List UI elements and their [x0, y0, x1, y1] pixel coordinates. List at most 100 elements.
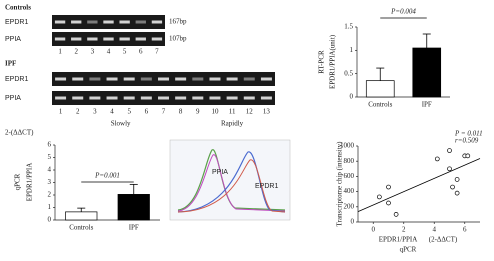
- lane-number: 6: [145, 108, 149, 116]
- gel-band: [226, 96, 238, 100]
- gel-band: [87, 20, 98, 24]
- lane-number: 7: [155, 48, 159, 56]
- x-tick-label: IPF: [129, 224, 139, 232]
- point: [450, 184, 455, 190]
- x-tick-label: Controls: [69, 224, 93, 232]
- melt-label: PPIA: [212, 169, 228, 176]
- lane-number: 13: [263, 108, 271, 116]
- lane-group: Rapidly: [221, 120, 244, 128]
- gel-row-label: PPIA: [5, 36, 21, 43]
- point: [447, 166, 452, 172]
- gel-band: [158, 96, 169, 100]
- gel-row-label: EPDR1: [5, 76, 28, 83]
- y-tick-label: 0: [48, 216, 52, 224]
- y-axis-label: RT-PCR: [318, 50, 326, 74]
- y-tick-label: 1000: [340, 142, 355, 150]
- p-value: P=0.001: [94, 172, 120, 180]
- gel-band: [135, 37, 146, 41]
- y-tick-label: 2: [48, 191, 52, 199]
- y-tick-label: 1: [48, 203, 52, 211]
- p-value: P=0.004: [390, 8, 416, 16]
- bar: [365, 80, 395, 98]
- bar: [65, 211, 98, 221]
- y-tick-label: 400: [344, 187, 355, 195]
- gel-band: [55, 77, 67, 81]
- y-axis-label: EPDR1/PPIA: [26, 163, 34, 202]
- lane-number: 12: [246, 108, 254, 116]
- x-tick-label: 0: [372, 226, 376, 234]
- y-tick-label: 1.5: [344, 23, 353, 31]
- annotation: r=0.509: [455, 137, 479, 145]
- y-tick-label: 5: [48, 153, 52, 161]
- gel-row-label: EPDR1: [5, 19, 28, 26]
- lane-number: 5: [123, 48, 127, 56]
- chart-title: 2-(ΔΔCT): [5, 129, 34, 137]
- y-tick-label: 1: [350, 46, 354, 54]
- y-tick-label: 0: [351, 218, 355, 226]
- lane-number: 6: [139, 48, 143, 56]
- point: [454, 190, 460, 196]
- band-size: 107bp: [169, 35, 187, 43]
- y-tick-label: 4: [48, 166, 52, 174]
- bar: [412, 47, 442, 98]
- gel-band: [123, 96, 135, 100]
- y-axis-label: qPCR: [14, 173, 22, 190]
- gel-band: [103, 20, 114, 24]
- gel-band: [54, 20, 66, 24]
- melt-frame: [169, 139, 291, 221]
- gel-band: [89, 96, 101, 100]
- x-tick-label: IPF: [422, 101, 432, 109]
- gel-band: [260, 96, 272, 100]
- gel-row-label: PPIA: [5, 95, 21, 102]
- point: [447, 148, 452, 153]
- point: [377, 194, 382, 200]
- y-axis-label: Transcriptome chip (intensity): [336, 141, 344, 227]
- gel-band: [209, 96, 221, 100]
- lane-group: Slowly: [111, 120, 131, 128]
- trendline: [357, 158, 481, 212]
- lane-number: 3: [91, 48, 95, 56]
- gel-band: [72, 77, 84, 81]
- gel-band: [135, 20, 146, 24]
- gel-band: [260, 77, 272, 81]
- x-axis-label: (2-ΔΔCT): [429, 236, 458, 244]
- point: [454, 177, 460, 182]
- gel-band: [226, 77, 238, 81]
- gel-band: [140, 96, 152, 100]
- point: [434, 156, 440, 162]
- lane-number: 9: [196, 108, 200, 116]
- melt-curve: [177, 154, 286, 212]
- gel-band: [243, 77, 255, 81]
- point: [393, 212, 399, 217]
- lane-number: 2: [76, 108, 80, 116]
- lane-number: 5: [127, 108, 131, 116]
- lane-number: 2: [74, 48, 78, 56]
- gel-title: IPF: [5, 60, 16, 68]
- gel-band: [103, 37, 114, 41]
- gel-band: [72, 96, 84, 100]
- x-tick-label: 4: [433, 226, 437, 234]
- lane-number: 1: [59, 108, 63, 116]
- gel-band: [158, 77, 169, 81]
- x-tick-label: Controls: [368, 101, 392, 109]
- y-tick-label: 3: [48, 178, 52, 186]
- y-tick-label: 0.5: [344, 69, 353, 77]
- y-tick-label: 6: [48, 141, 52, 149]
- lane-number: 1: [58, 48, 62, 56]
- gel-band: [106, 96, 118, 100]
- lane-number: 8: [179, 108, 183, 116]
- gel-band: [192, 96, 204, 100]
- lane-number: 4: [107, 48, 111, 56]
- lane-number: 7: [162, 108, 166, 116]
- lane-number: 4: [110, 108, 114, 116]
- lane-number: 10: [211, 108, 219, 116]
- gel-band: [119, 20, 130, 24]
- melt-curve: [177, 159, 286, 213]
- gel-band: [55, 96, 67, 100]
- gel-band: [243, 96, 255, 100]
- gel-band: [209, 77, 221, 81]
- band-size: 167bp: [169, 18, 187, 26]
- lane-number: 3: [93, 108, 97, 116]
- x-tick-label: 6: [463, 226, 467, 234]
